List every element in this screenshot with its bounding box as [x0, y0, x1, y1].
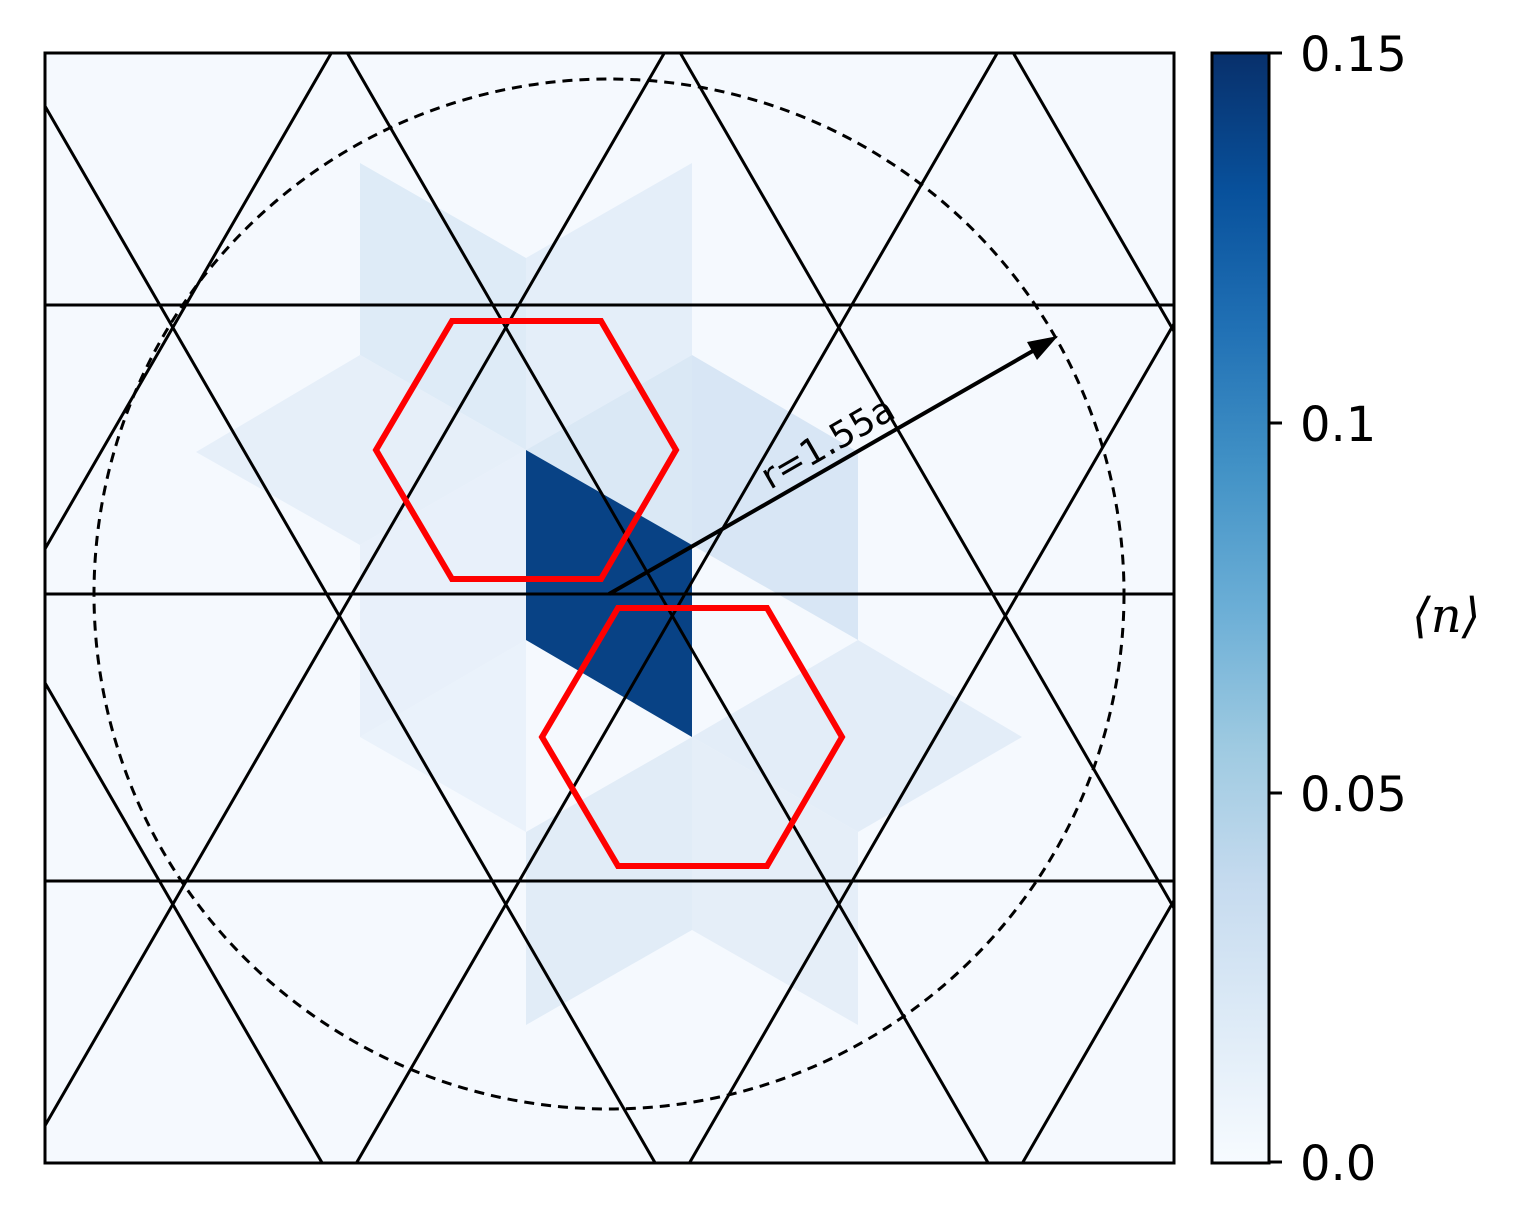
- lattice-line-d1: [45, 53, 667, 1129]
- colorbar-gradient: [1210, 51, 1271, 1165]
- highlight-hexagon-upper: [372, 318, 680, 582]
- radius-arrow: [608, 336, 1058, 596]
- highlight-hexagon-lower: [538, 605, 846, 869]
- region-far-left: [196, 355, 526, 545]
- colorbar-label: ⟨n⟩: [1412, 588, 1480, 644]
- radius-circle: [92, 77, 1126, 1111]
- colorbar-ticks: [1269, 51, 1282, 1164]
- colorbar-tick-0.0: 0.0: [1300, 1136, 1376, 1192]
- lattice-line-a4: [1011, 53, 1174, 335]
- lattice-line-a1: [45, 103, 657, 1163]
- colorbar: 0.15 0.1 0.05 0.0 ⟨n⟩: [1210, 27, 1480, 1192]
- lattice-line-a3: [678, 53, 1174, 912]
- lattice-line-d3: [354, 53, 1000, 1163]
- colorbar-tick-0.05: 0.05: [1300, 767, 1407, 823]
- lattice-line-d2: [45, 53, 334, 552]
- colorbar-tick-0.15: 0.15: [1300, 27, 1407, 83]
- colorbar-tick-0.1: 0.1: [1300, 397, 1376, 453]
- region-right-lower: [692, 640, 1022, 832]
- plot-frame: [43, 51, 1176, 1165]
- lattice-line-a2: [345, 53, 990, 1163]
- region-lower-left: [360, 640, 526, 832]
- lattice-line-d4: [687, 320, 1174, 1163]
